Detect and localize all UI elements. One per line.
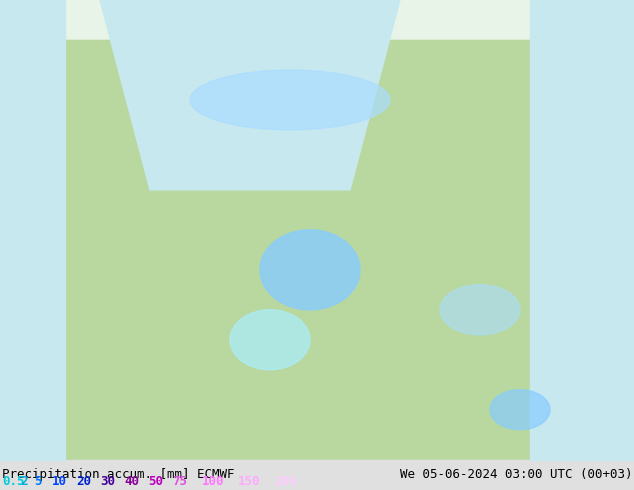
Text: 5: 5 [34, 475, 41, 488]
Text: 75: 75 [172, 475, 187, 488]
Text: 50: 50 [148, 475, 163, 488]
Text: 2: 2 [20, 475, 27, 488]
Text: 40: 40 [124, 475, 139, 488]
Text: 30: 30 [100, 475, 115, 488]
Text: 10: 10 [52, 475, 67, 488]
Bar [0, 460, 634, 490]
Text: Precipitation accum. [mm] ECMWF: Precipitation accum. [mm] ECMWF [2, 467, 235, 481]
Text: 100: 100 [202, 475, 224, 488]
Ellipse shape [230, 310, 310, 370]
Polygon shape [100, 0, 400, 190]
Text: 0.5: 0.5 [2, 475, 25, 488]
Polygon shape [0, 0, 65, 460]
Bar [0, 40, 634, 460]
Polygon shape [530, 0, 634, 460]
Bar [0, 40, 634, 460]
Text: We 05-06-2024 03:00 UTC (00+03): We 05-06-2024 03:00 UTC (00+03) [399, 467, 632, 481]
Text: 20: 20 [76, 475, 91, 488]
Ellipse shape [490, 390, 550, 430]
Text: 150: 150 [238, 475, 261, 488]
Ellipse shape [440, 285, 520, 335]
Text: 200: 200 [274, 475, 297, 488]
Ellipse shape [190, 70, 390, 130]
Ellipse shape [260, 230, 360, 310]
